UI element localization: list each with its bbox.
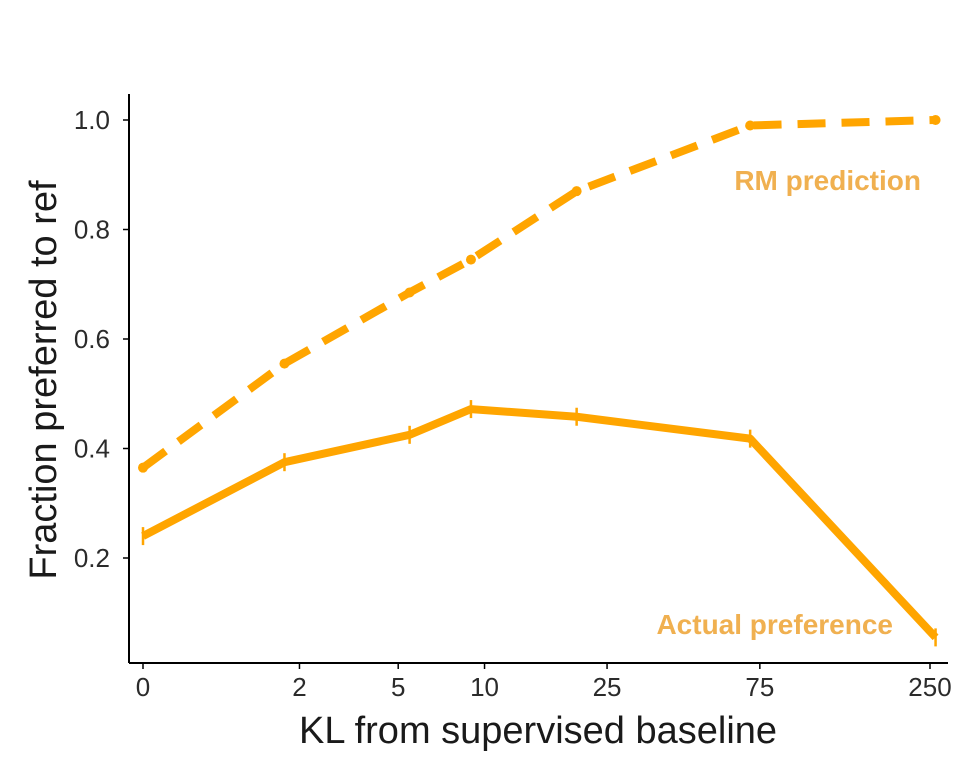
- y-axis-title: Fraction preferred to ref: [23, 180, 65, 580]
- x-axis-title: KL from supervised baseline: [299, 710, 777, 752]
- x-tick-label-5: 5: [391, 672, 405, 702]
- series-line-actual-preference: [141, 405, 939, 641]
- point-rm-prediction-6: [930, 115, 941, 125]
- y-ticks: 0.2 0.4 0.6 0.8 1.0: [74, 105, 129, 573]
- y-tick-label-0.6: 0.6: [74, 324, 110, 354]
- point-rm-prediction-5: [745, 120, 756, 131]
- x-tick-label-75: 75: [745, 672, 774, 702]
- point-rm-prediction-3: [465, 254, 476, 265]
- x-tick-label-2: 2: [292, 672, 306, 702]
- series-label-rm-prediction: RM prediction: [734, 165, 921, 196]
- point-rm-prediction-1: [279, 358, 290, 369]
- x-ticks: 0 2 5 10 25 75 250: [136, 663, 952, 702]
- y-tick-label-0.4: 0.4: [74, 434, 110, 464]
- x-tick-label-250: 250: [908, 672, 951, 702]
- axes: [128, 94, 948, 664]
- y-tick-label-0.8: 0.8: [74, 215, 110, 245]
- point-rm-prediction-2: [404, 287, 415, 298]
- series-label-actual-preference: Actual preference: [656, 609, 893, 640]
- x-tick-label-10: 10: [470, 672, 499, 702]
- y-tick-label-1.0: 1.0: [74, 105, 110, 135]
- series-group: [138, 115, 941, 647]
- x-tick-label-25: 25: [593, 672, 622, 702]
- point-rm-prediction-4: [571, 186, 582, 197]
- point-rm-prediction-0: [138, 462, 148, 473]
- x-tick-label-0: 0: [136, 672, 150, 702]
- y-tick-label-0.2: 0.2: [74, 543, 110, 573]
